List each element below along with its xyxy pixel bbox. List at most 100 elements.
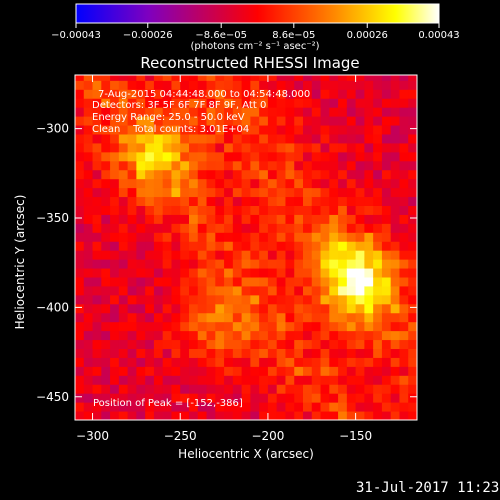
heatmap-cell — [118, 232, 129, 242]
heatmap-cell — [110, 259, 120, 269]
heatmap-cell — [145, 402, 155, 412]
heatmap-cell — [145, 169, 155, 180]
heatmap-cell — [320, 339, 330, 349]
heatmap-cell — [373, 151, 383, 162]
heatmap-cell — [329, 205, 339, 215]
heatmap-cell — [171, 312, 181, 323]
heatmap-cell — [250, 411, 260, 420]
heatmap-cell — [153, 330, 164, 341]
heatmap-cell — [311, 205, 322, 215]
heatmap-cell — [206, 75, 216, 81]
heatmap-cell — [276, 142, 286, 153]
heatmap-cell — [232, 268, 243, 278]
heatmap-cell — [267, 285, 278, 296]
heatmap-cell — [110, 411, 120, 420]
heatmap-cell — [355, 366, 365, 376]
heatmap-cell — [294, 357, 304, 367]
heatmap-cell — [303, 178, 313, 189]
heatmap-cell — [329, 98, 339, 108]
heatmap-cell — [250, 205, 260, 215]
heatmap-cell — [197, 348, 208, 358]
heatmap-cell — [180, 214, 190, 224]
heatmap-cell — [118, 223, 129, 233]
heatmap-cell — [145, 259, 155, 269]
heatmap-cell — [75, 133, 85, 144]
heatmap-cell — [381, 348, 392, 358]
colorbar-tick-label: 8.6e−05 — [272, 30, 315, 41]
heatmap-cell — [399, 357, 409, 367]
heatmap-cell — [75, 205, 85, 215]
heatmap-cell — [346, 151, 357, 162]
heatmap-cell — [153, 321, 164, 332]
heatmap-cell — [390, 321, 400, 332]
heatmap-cell — [320, 80, 330, 90]
heatmap-cell — [118, 178, 129, 189]
heatmap-cell — [171, 259, 181, 269]
heatmap-cell — [162, 133, 172, 144]
heatmap-cell — [127, 259, 137, 269]
heatmap-cell — [215, 285, 225, 296]
heatmap-cell — [329, 330, 339, 341]
heatmap-cell — [118, 241, 129, 251]
heatmap-cell — [381, 312, 392, 323]
heatmap-cell — [338, 125, 348, 135]
heatmap-cell — [110, 294, 120, 305]
heatmap-cell — [136, 75, 146, 81]
heatmap-cell — [346, 89, 357, 99]
heatmap-cell — [381, 178, 392, 189]
heatmap-cell — [303, 98, 313, 108]
heatmap-cell — [408, 196, 417, 206]
heatmap-cell — [171, 205, 181, 215]
heatmap-cell — [250, 276, 260, 287]
heatmap-cell — [320, 98, 330, 108]
heatmap-cell — [355, 98, 365, 108]
heatmap-cell — [215, 107, 225, 117]
heatmap-cell — [189, 250, 199, 260]
heatmap-cell — [364, 160, 374, 171]
heatmap-cell — [285, 169, 295, 180]
heatmap-cell — [373, 116, 383, 126]
heatmap-cell — [259, 107, 269, 117]
heatmap-cell — [101, 133, 111, 144]
heatmap-cell — [294, 303, 304, 314]
heatmap-cell — [189, 214, 199, 224]
heatmap-cell — [303, 80, 313, 90]
heatmap-cell — [267, 259, 278, 269]
heatmap-cell — [390, 232, 400, 242]
heatmap-cell — [162, 169, 172, 180]
heatmap-cell — [215, 276, 225, 287]
heatmap-cell — [110, 366, 120, 376]
heatmap-cell — [381, 411, 392, 420]
heatmap-cell — [408, 276, 417, 287]
heatmap-cell — [215, 169, 225, 180]
heatmap-cell — [364, 348, 374, 358]
heatmap-cell — [399, 330, 409, 341]
heatmap-cell — [294, 384, 304, 394]
heatmap-cell — [189, 241, 199, 251]
heatmap-cell — [364, 259, 374, 269]
heatmap-cell — [285, 330, 295, 341]
heatmap-cell — [215, 160, 225, 171]
heatmap-cell — [311, 75, 322, 81]
heatmap-cell — [127, 294, 137, 305]
heatmap-cell — [381, 98, 392, 108]
heatmap-cell — [329, 285, 339, 296]
heatmap-cell — [215, 250, 225, 260]
heatmap-cell — [399, 285, 409, 296]
heatmap-cell — [92, 169, 102, 180]
heatmap-cell — [136, 330, 146, 341]
heatmap-cell — [303, 259, 313, 269]
heatmap-cell — [197, 187, 208, 198]
heatmap-cell — [162, 294, 172, 305]
heatmap-cell — [381, 160, 392, 171]
heatmap-cell — [373, 384, 383, 394]
heatmap-cell — [364, 223, 374, 233]
heatmap-cell — [303, 268, 313, 278]
heatmap-cell — [241, 348, 251, 358]
heatmap-cell — [373, 75, 383, 81]
heatmap-cell — [215, 339, 225, 349]
heatmap-cell — [75, 160, 85, 171]
heatmap-cell — [162, 303, 172, 314]
heatmap-cell — [241, 250, 251, 260]
heatmap-cell — [355, 402, 365, 412]
